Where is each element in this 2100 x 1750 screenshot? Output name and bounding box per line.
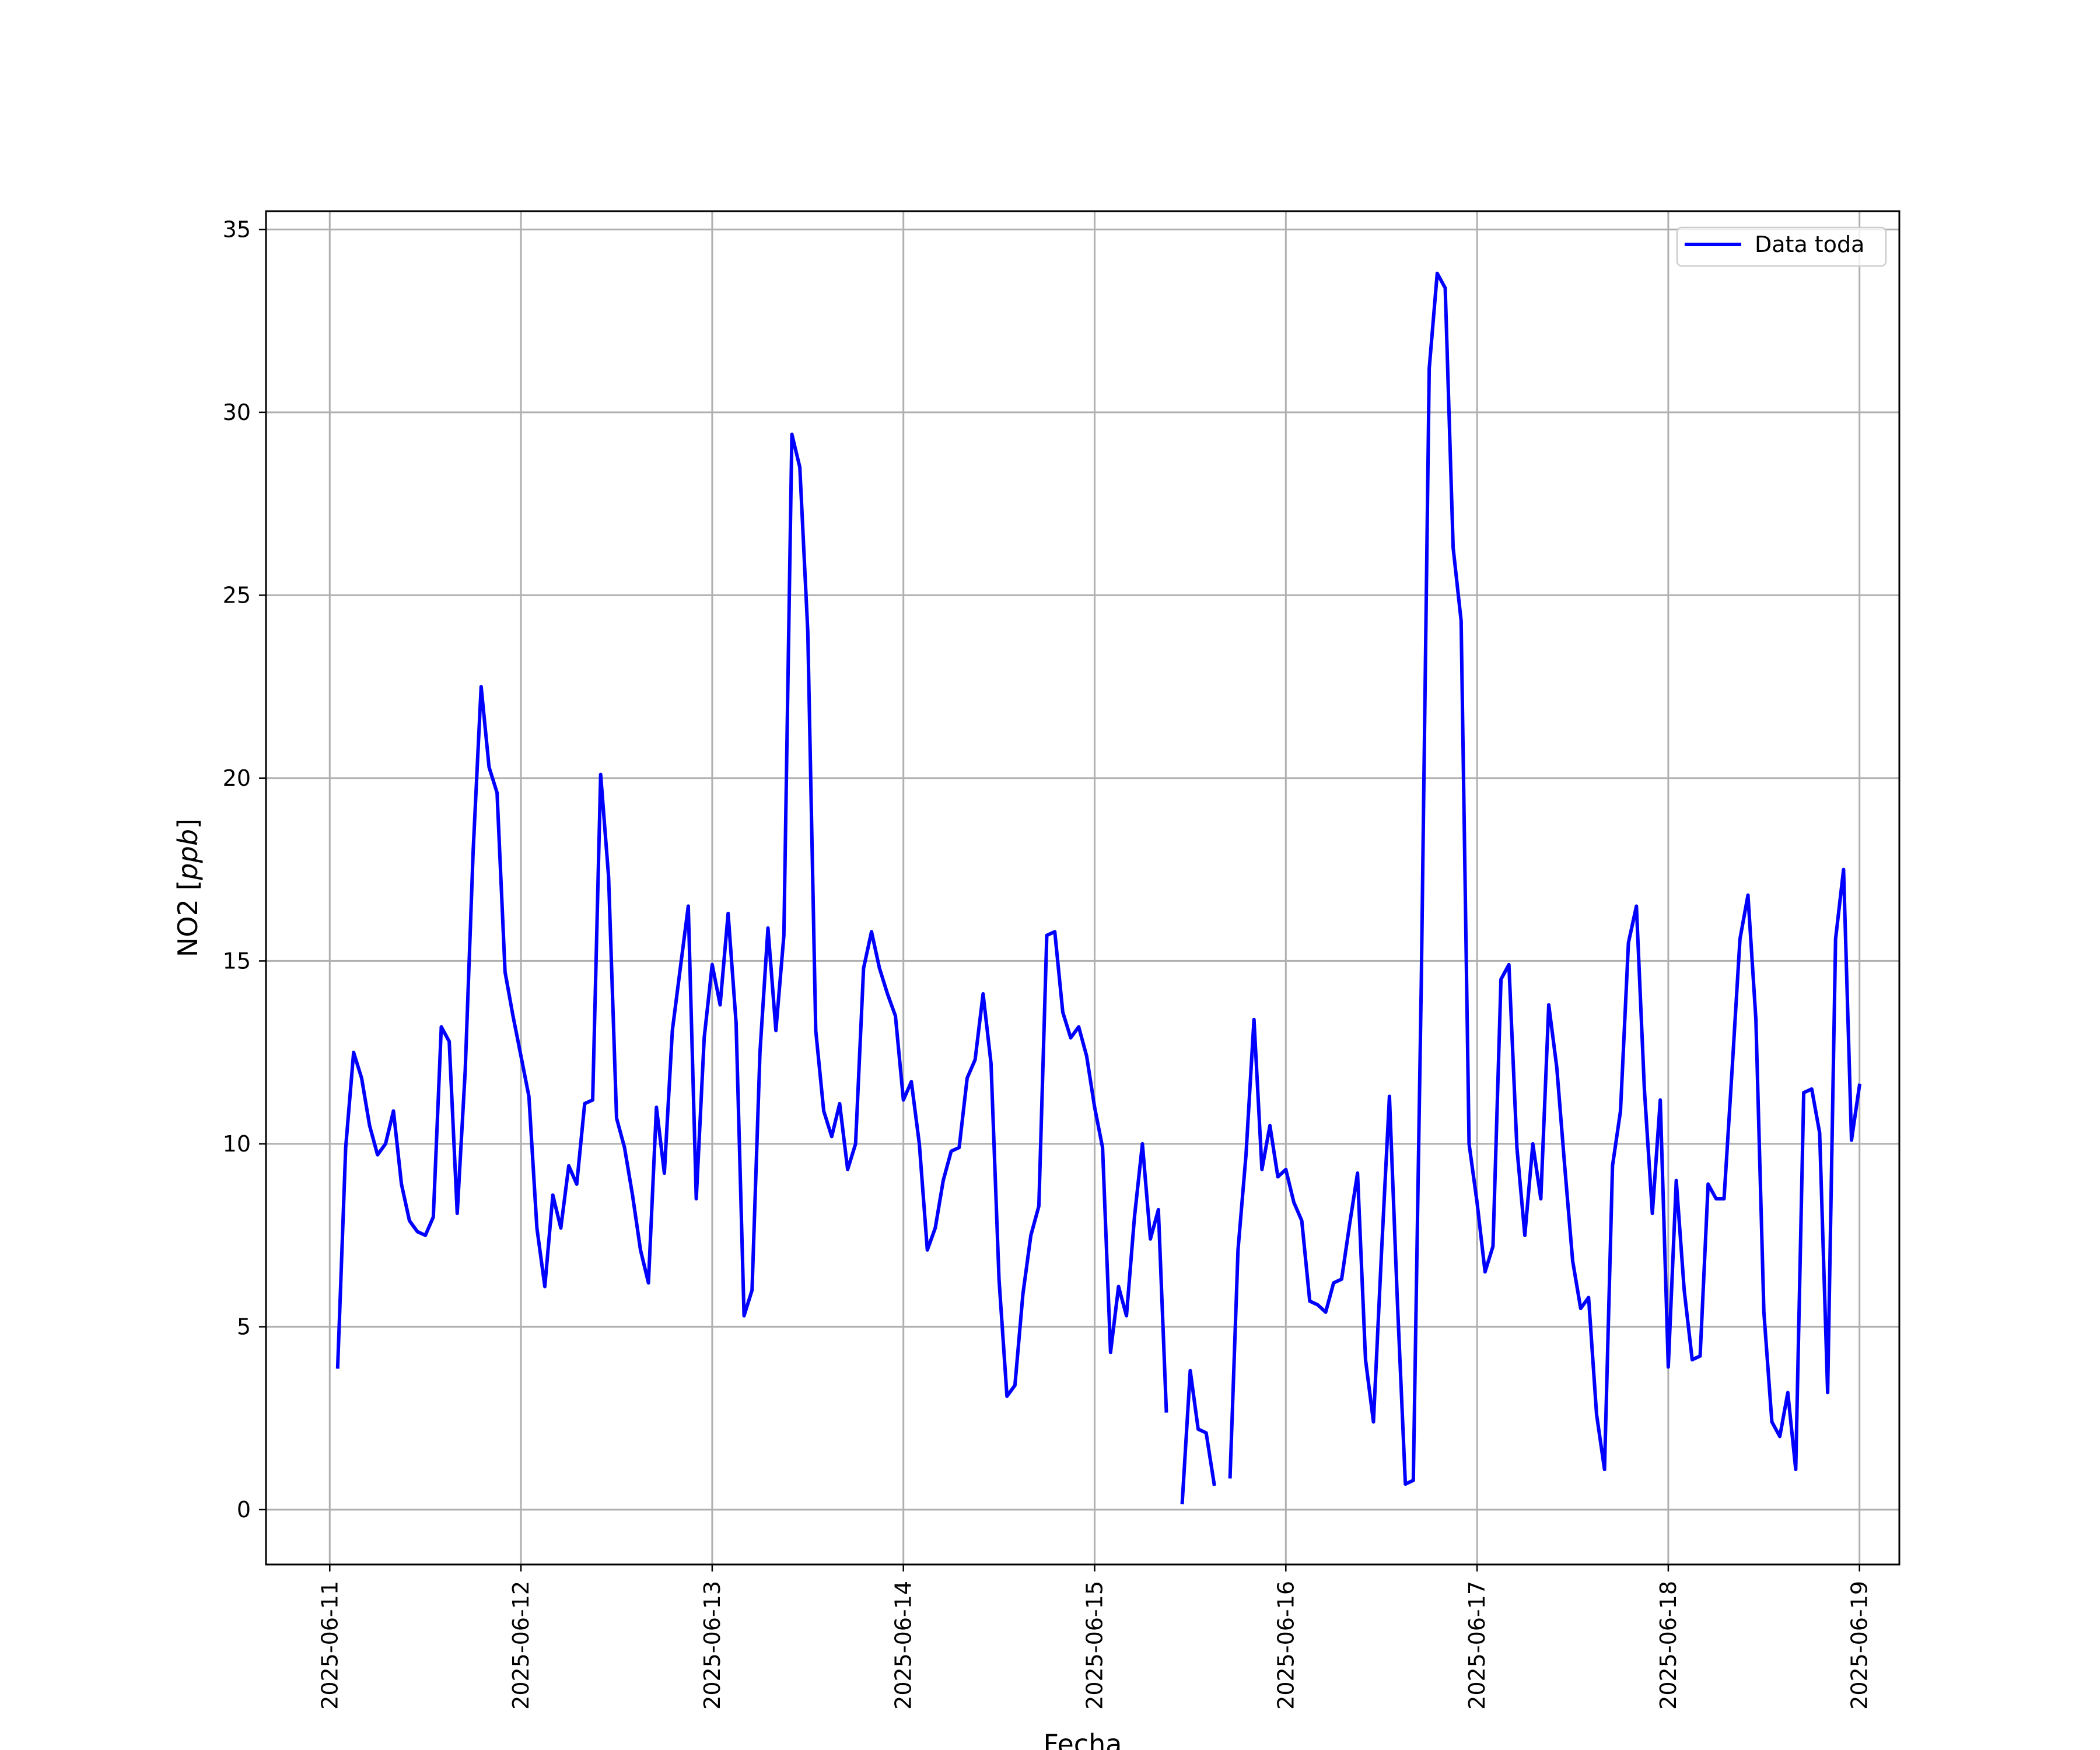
- x-tick-label: 2025-06-19: [1847, 1581, 1873, 1710]
- series-layer: [335, 271, 1862, 1504]
- axis-ticks: 2025-06-11 2025-06-12 2025-06-13 2025-06-14…: [223, 216, 1873, 1709]
- y-tick-label: 20: [223, 765, 251, 791]
- y-axis-label-close: ]: [172, 818, 204, 829]
- legend-box: [1676, 226, 1887, 267]
- x-tick-label: 2025-06-12: [508, 1581, 534, 1710]
- y-tick-label: 30: [223, 400, 251, 425]
- y-axis-label-text: NO2 [: [172, 880, 204, 957]
- y-axis-label-unit: ppb: [172, 829, 204, 881]
- x-tick-label: 2025-06-13: [699, 1581, 725, 1710]
- x-tick-label: 2025-06-11: [317, 1581, 342, 1710]
- legend-label-data-toda: Data toda: [1755, 232, 1864, 257]
- legend: Data toda: [1676, 226, 1887, 267]
- plot-area-frame: [265, 210, 1901, 1566]
- x-axis-label: Fecha: [1044, 1728, 1122, 1750]
- x-tick-label: 2025-06-15: [1082, 1581, 1107, 1710]
- series-line-data-toda: [335, 271, 1862, 1504]
- x-tick-label: 2025-06-16: [1273, 1581, 1298, 1710]
- y-tick-label: 5: [237, 1314, 251, 1339]
- y-axis-label: NO2 [ppb]: [172, 818, 204, 957]
- x-tick-label: 2025-06-18: [1656, 1581, 1681, 1710]
- y-tick-label: 15: [223, 948, 251, 974]
- y-tick-label: 0: [237, 1497, 251, 1522]
- y-tick-label: 25: [223, 582, 251, 608]
- x-tick-label: 2025-06-14: [891, 1581, 916, 1710]
- x-tick-label: 2025-06-17: [1464, 1581, 1490, 1710]
- y-tick-label: 10: [223, 1131, 251, 1157]
- grid: [266, 211, 1899, 1564]
- y-tick-label: 35: [223, 216, 251, 242]
